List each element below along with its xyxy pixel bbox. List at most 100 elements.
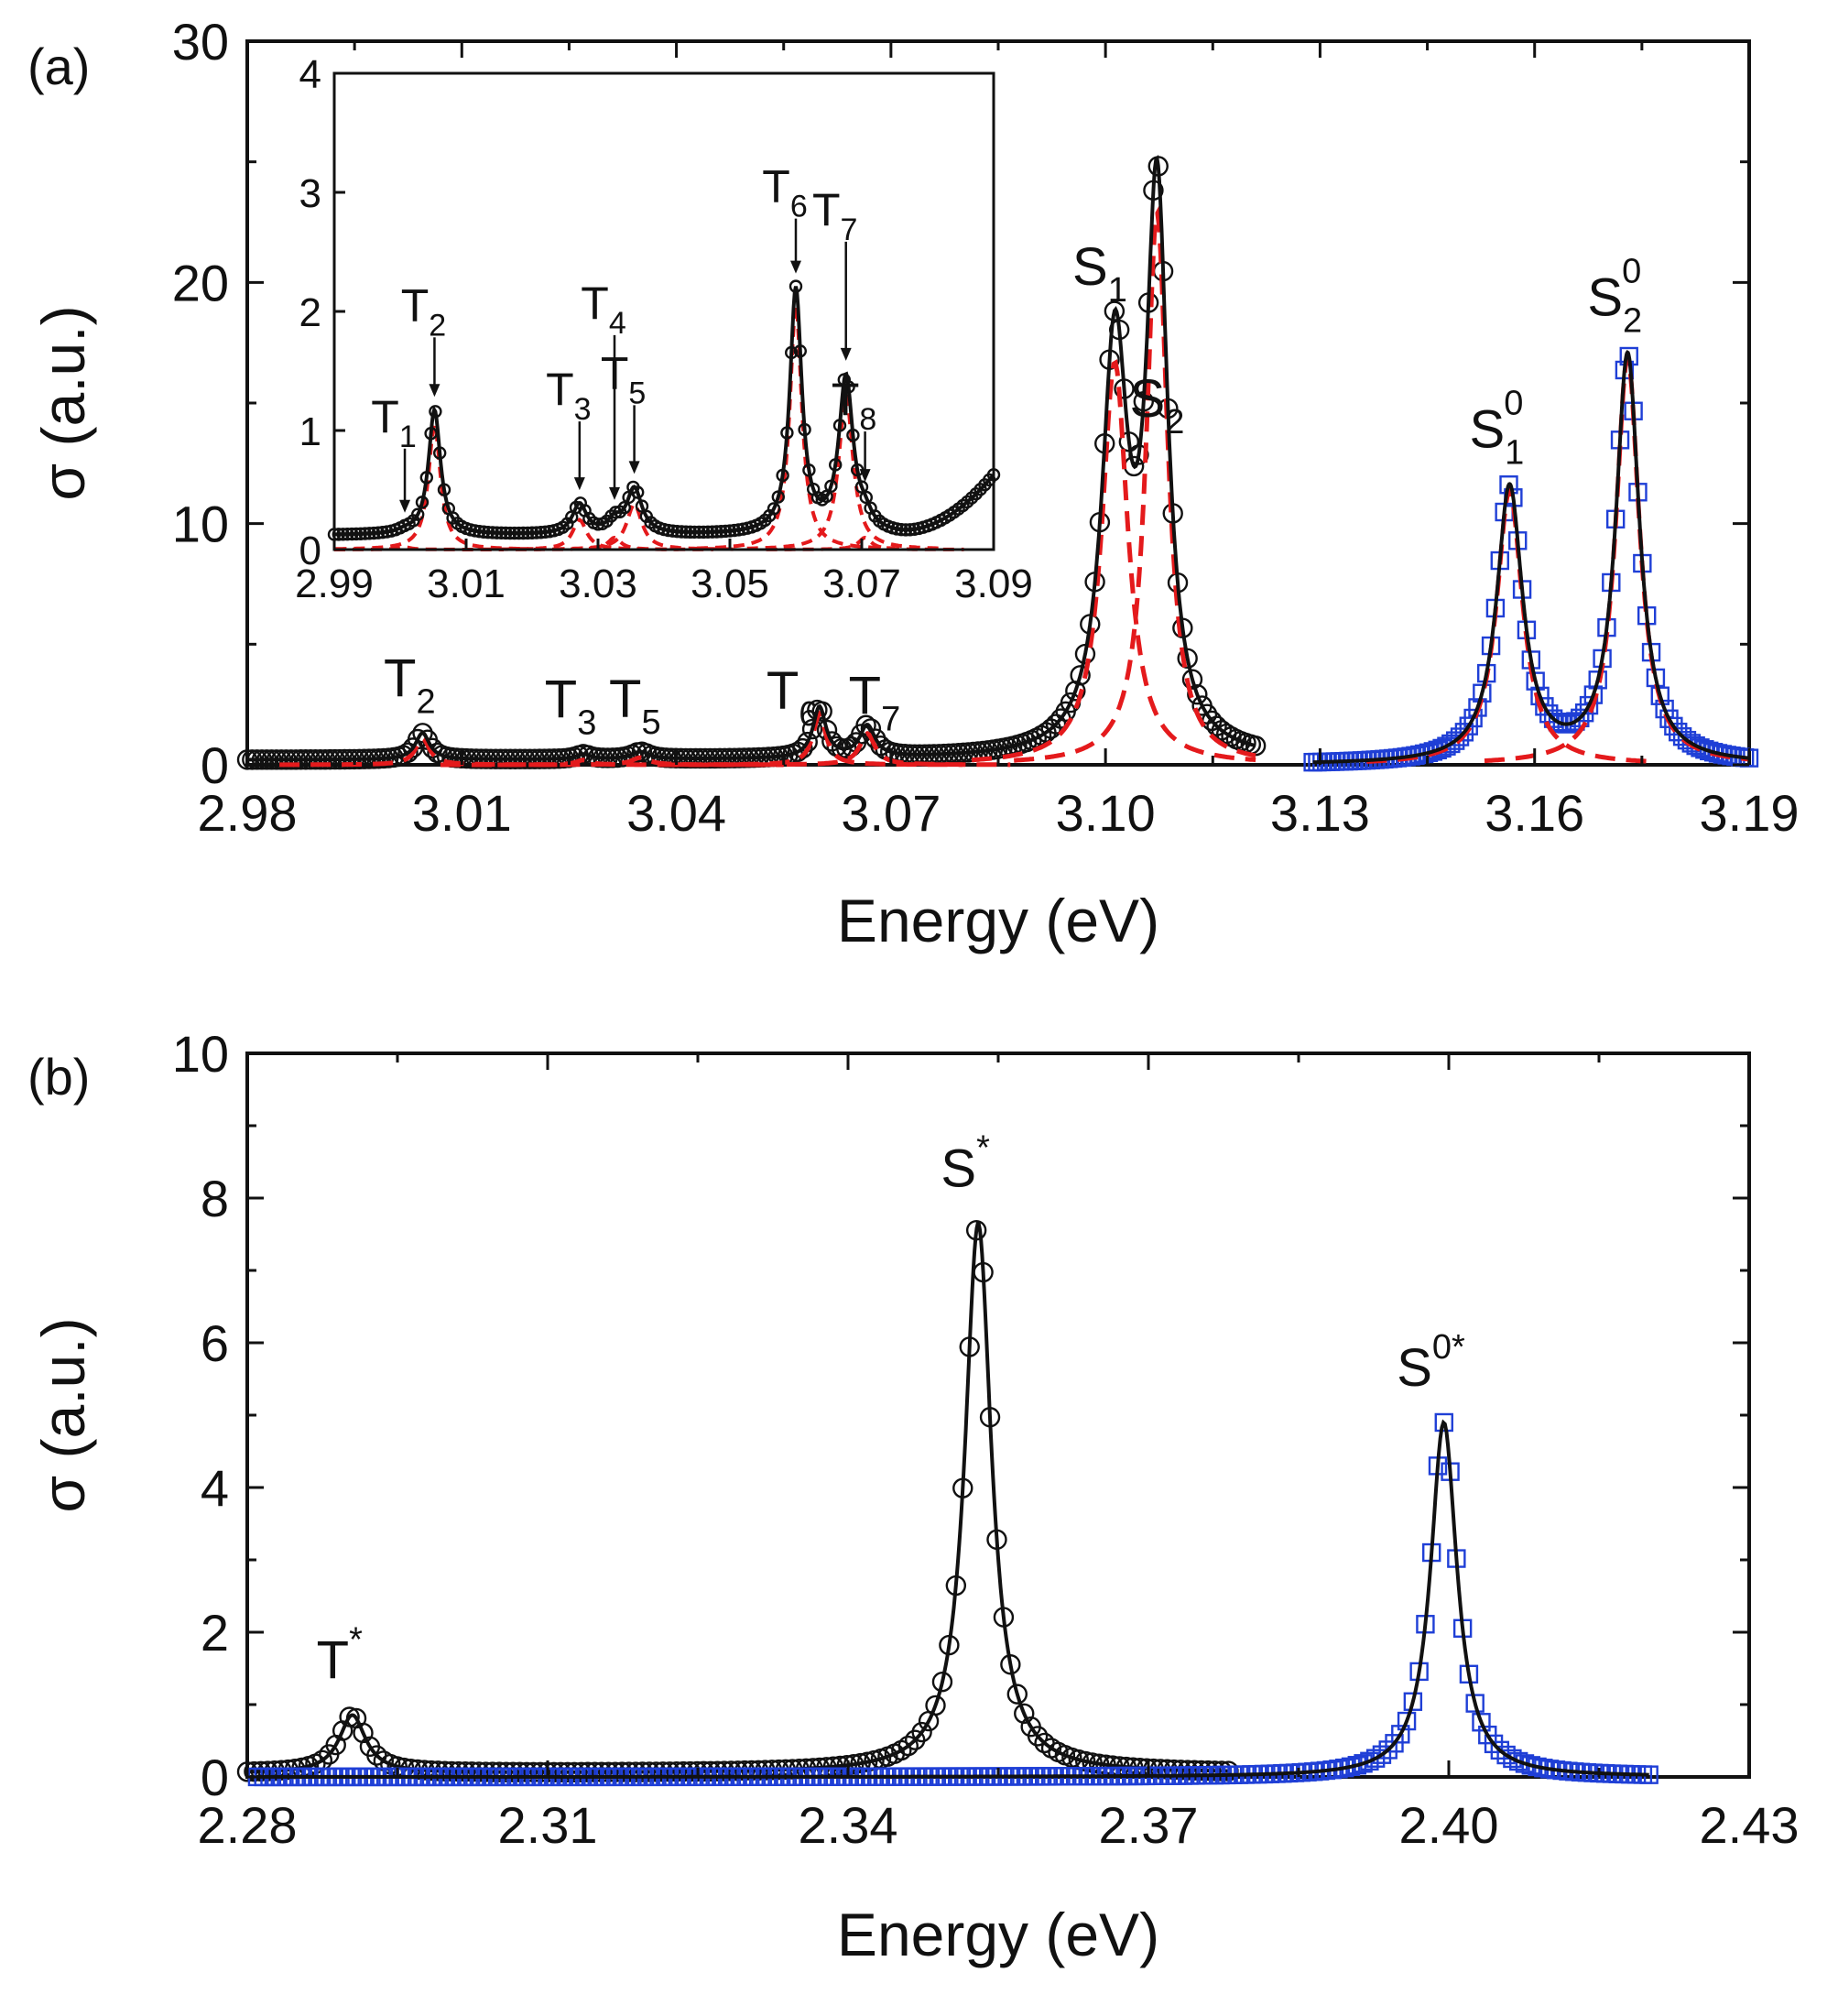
data-point-square xyxy=(1354,1754,1373,1773)
peak-label: S2 xyxy=(1130,369,1185,441)
panel-b-series xyxy=(236,1219,1659,1787)
y-tick-label: 2 xyxy=(201,1604,229,1662)
inset: 2.99 3.01 3.03 3.05 3.07 3.09 0 1 2 3 4 T1 T2 T3 T4T5… xyxy=(295,52,1033,606)
inset-x-tick-label: 3.03 xyxy=(559,561,637,606)
data-point-square xyxy=(1463,708,1483,728)
peak-label: T2 xyxy=(384,648,436,721)
x-tick-label: 2.40 xyxy=(1399,1796,1499,1854)
x-tick-label: 3.13 xyxy=(1270,784,1370,842)
fit-line-reference xyxy=(1312,349,1749,765)
data-point-circle xyxy=(855,714,876,736)
y-tick-label: 0 xyxy=(201,1749,229,1806)
data-point-circle xyxy=(412,723,433,744)
inset-fit-component-T7 xyxy=(746,388,945,550)
data-point-circle xyxy=(1027,1726,1049,1747)
y-tick-label: 20 xyxy=(172,254,229,311)
panel-a-series xyxy=(236,155,1759,772)
data-point-circle xyxy=(911,1721,932,1743)
data-point-square xyxy=(1403,1692,1423,1711)
x-tick-label: 3.19 xyxy=(1700,784,1800,842)
y-tick-label: 8 xyxy=(201,1170,229,1227)
inset-y-tick-label: 4 xyxy=(299,52,321,97)
panel-a-x-axis-label: Energy (eV) xyxy=(837,887,1159,954)
data-point-circle xyxy=(897,1735,919,1757)
data-point-square xyxy=(1391,1725,1410,1744)
data-point-square xyxy=(1650,686,1669,705)
y-tick-label: 10 xyxy=(172,1025,229,1083)
panel-b: (b) 2.28 2.31 2.34 2.37 2.40 2.43 0 2 4 6 8 10 T* S*… xyxy=(27,1025,1800,1968)
data-point-circle xyxy=(811,701,832,722)
data-point-circle xyxy=(1187,684,1208,705)
inset-axes: 2.99 3.01 3.03 3.05 3.07 3.09 0 1 2 3 4 xyxy=(295,52,1033,606)
inset-arrow-head xyxy=(609,486,620,500)
x-tick-label: 3.01 xyxy=(412,784,512,842)
data-point-square xyxy=(1372,1745,1392,1764)
inset-data-point-circle xyxy=(859,490,873,505)
x-tick-label: 3.16 xyxy=(1485,784,1584,842)
data-point-circle xyxy=(1181,669,1203,690)
x-tick-label: 2.98 xyxy=(198,784,298,842)
data-point-circle xyxy=(1006,1684,1028,1705)
fit-line-reference xyxy=(256,1419,1649,1779)
inset-data-point-circle xyxy=(411,507,425,521)
inset-y-tick-label: 2 xyxy=(299,290,321,335)
inset-arrow-head xyxy=(840,347,852,361)
panel-a-y-axis-label: σ (a.u.) xyxy=(29,305,97,500)
inset-x-tick-label: 2.99 xyxy=(295,561,374,606)
peak-label: S0* xyxy=(1397,1328,1465,1398)
peak-label: S1 xyxy=(1072,237,1127,310)
x-tick-label: 2.28 xyxy=(198,1796,298,1854)
data-point-square xyxy=(1588,670,1607,690)
y-tick-label: 0 xyxy=(201,736,229,794)
data-point-square xyxy=(1378,1740,1398,1760)
data-point-square xyxy=(1360,1751,1379,1771)
peak-label: S20 xyxy=(1587,253,1642,341)
inset-y-tick-label: 1 xyxy=(299,409,321,454)
inset-peak-label: T3 xyxy=(546,364,591,427)
panel-b-x-axis-label: Energy (eV) xyxy=(837,1901,1159,1968)
inset-x-tick-label: 3.07 xyxy=(822,561,901,606)
x-tick-label: 3.10 xyxy=(1056,784,1156,842)
inset-y-tick-label: 0 xyxy=(299,529,321,573)
data-point-circle xyxy=(339,1706,360,1727)
fit-component-S2 xyxy=(1014,205,1256,763)
inset-peak-label: T4 xyxy=(581,278,625,341)
inset-peak-label: T7 xyxy=(812,184,857,247)
fit-component-S1^0 xyxy=(1366,485,1653,764)
inset-peak-label: T5 xyxy=(601,347,646,410)
inset-arrow-head xyxy=(429,384,440,398)
data-point-circle xyxy=(925,1695,946,1716)
inset-x-tick-label: 3.05 xyxy=(691,561,769,606)
y-tick-label: 10 xyxy=(172,496,229,553)
data-point-square xyxy=(1397,1711,1417,1731)
inset-background xyxy=(334,73,994,550)
x-tick-label: 2.31 xyxy=(498,1796,598,1854)
data-point-circle xyxy=(1070,665,1091,686)
inset-arrow-head xyxy=(628,461,640,474)
inset-x-tick-label: 3.09 xyxy=(954,561,1033,606)
inset-peak-label: T6 xyxy=(762,161,807,224)
y-tick-label: 4 xyxy=(201,1459,229,1517)
data-point-circle xyxy=(931,1671,953,1693)
panel-a-label: (a) xyxy=(27,38,90,95)
fit-component-T5 xyxy=(497,755,784,768)
inset-arrow-head xyxy=(573,477,585,491)
fit-line-measured xyxy=(247,155,1256,762)
data-point-circle xyxy=(801,718,823,740)
peak-label: T3 xyxy=(545,670,597,742)
peak-label: T6 xyxy=(767,661,819,734)
peak-label: T7 xyxy=(849,666,901,738)
inset-fit-line xyxy=(334,286,995,537)
inset-peak-label: T1 xyxy=(371,391,416,454)
inset-peak-label: T8 xyxy=(832,374,876,437)
inset-arrow-head xyxy=(399,499,411,513)
data-point-square xyxy=(1503,1749,1522,1769)
x-tick-label: 3.04 xyxy=(626,784,726,842)
x-tick-label: 2.34 xyxy=(799,1796,898,1854)
inset-data-point-circle xyxy=(767,502,781,516)
panel-b-y-axis-label: σ (a.u.) xyxy=(29,1317,97,1512)
peak-label: T* xyxy=(317,1620,363,1690)
